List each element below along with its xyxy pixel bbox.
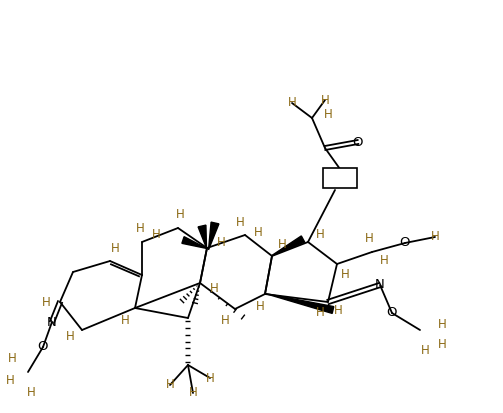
Text: H: H <box>8 353 17 366</box>
Text: H: H <box>278 237 286 251</box>
Text: O: O <box>38 340 48 354</box>
Text: H: H <box>438 337 446 351</box>
Text: H: H <box>42 295 50 309</box>
Text: H: H <box>365 233 373 245</box>
Text: H: H <box>315 306 324 318</box>
Polygon shape <box>209 222 219 250</box>
Polygon shape <box>198 225 207 248</box>
Text: H: H <box>380 254 388 266</box>
Text: H: H <box>121 315 129 328</box>
Text: H: H <box>221 315 229 328</box>
Text: H: H <box>320 93 329 107</box>
Text: H: H <box>235 216 244 228</box>
Text: H: H <box>189 387 197 399</box>
Text: H: H <box>288 97 296 109</box>
Text: O: O <box>387 306 397 320</box>
Text: H: H <box>323 107 332 121</box>
Text: H: H <box>210 282 218 294</box>
Text: H: H <box>111 242 119 254</box>
Text: H: H <box>254 225 263 238</box>
Text: H: H <box>151 228 160 240</box>
Text: AcO: AcO <box>327 171 353 185</box>
Text: H: H <box>421 344 430 356</box>
Text: H: H <box>6 373 15 387</box>
Text: H: H <box>431 230 440 244</box>
Text: H: H <box>217 237 225 249</box>
Text: O: O <box>353 135 363 149</box>
Text: H: H <box>256 301 265 313</box>
Polygon shape <box>272 236 305 256</box>
Polygon shape <box>265 294 334 313</box>
Text: H: H <box>341 268 350 280</box>
Text: H: H <box>165 378 175 392</box>
Text: H: H <box>206 372 214 385</box>
Text: N: N <box>375 278 385 292</box>
Text: H: H <box>136 223 144 235</box>
Text: H: H <box>315 228 324 240</box>
Text: O: O <box>400 237 410 249</box>
Text: H: H <box>176 209 185 221</box>
Text: H: H <box>333 304 343 316</box>
Text: H: H <box>438 318 446 332</box>
FancyBboxPatch shape <box>323 168 357 188</box>
Text: H: H <box>27 385 35 399</box>
Polygon shape <box>182 237 207 249</box>
Text: H: H <box>65 330 74 344</box>
Text: N: N <box>47 316 57 328</box>
